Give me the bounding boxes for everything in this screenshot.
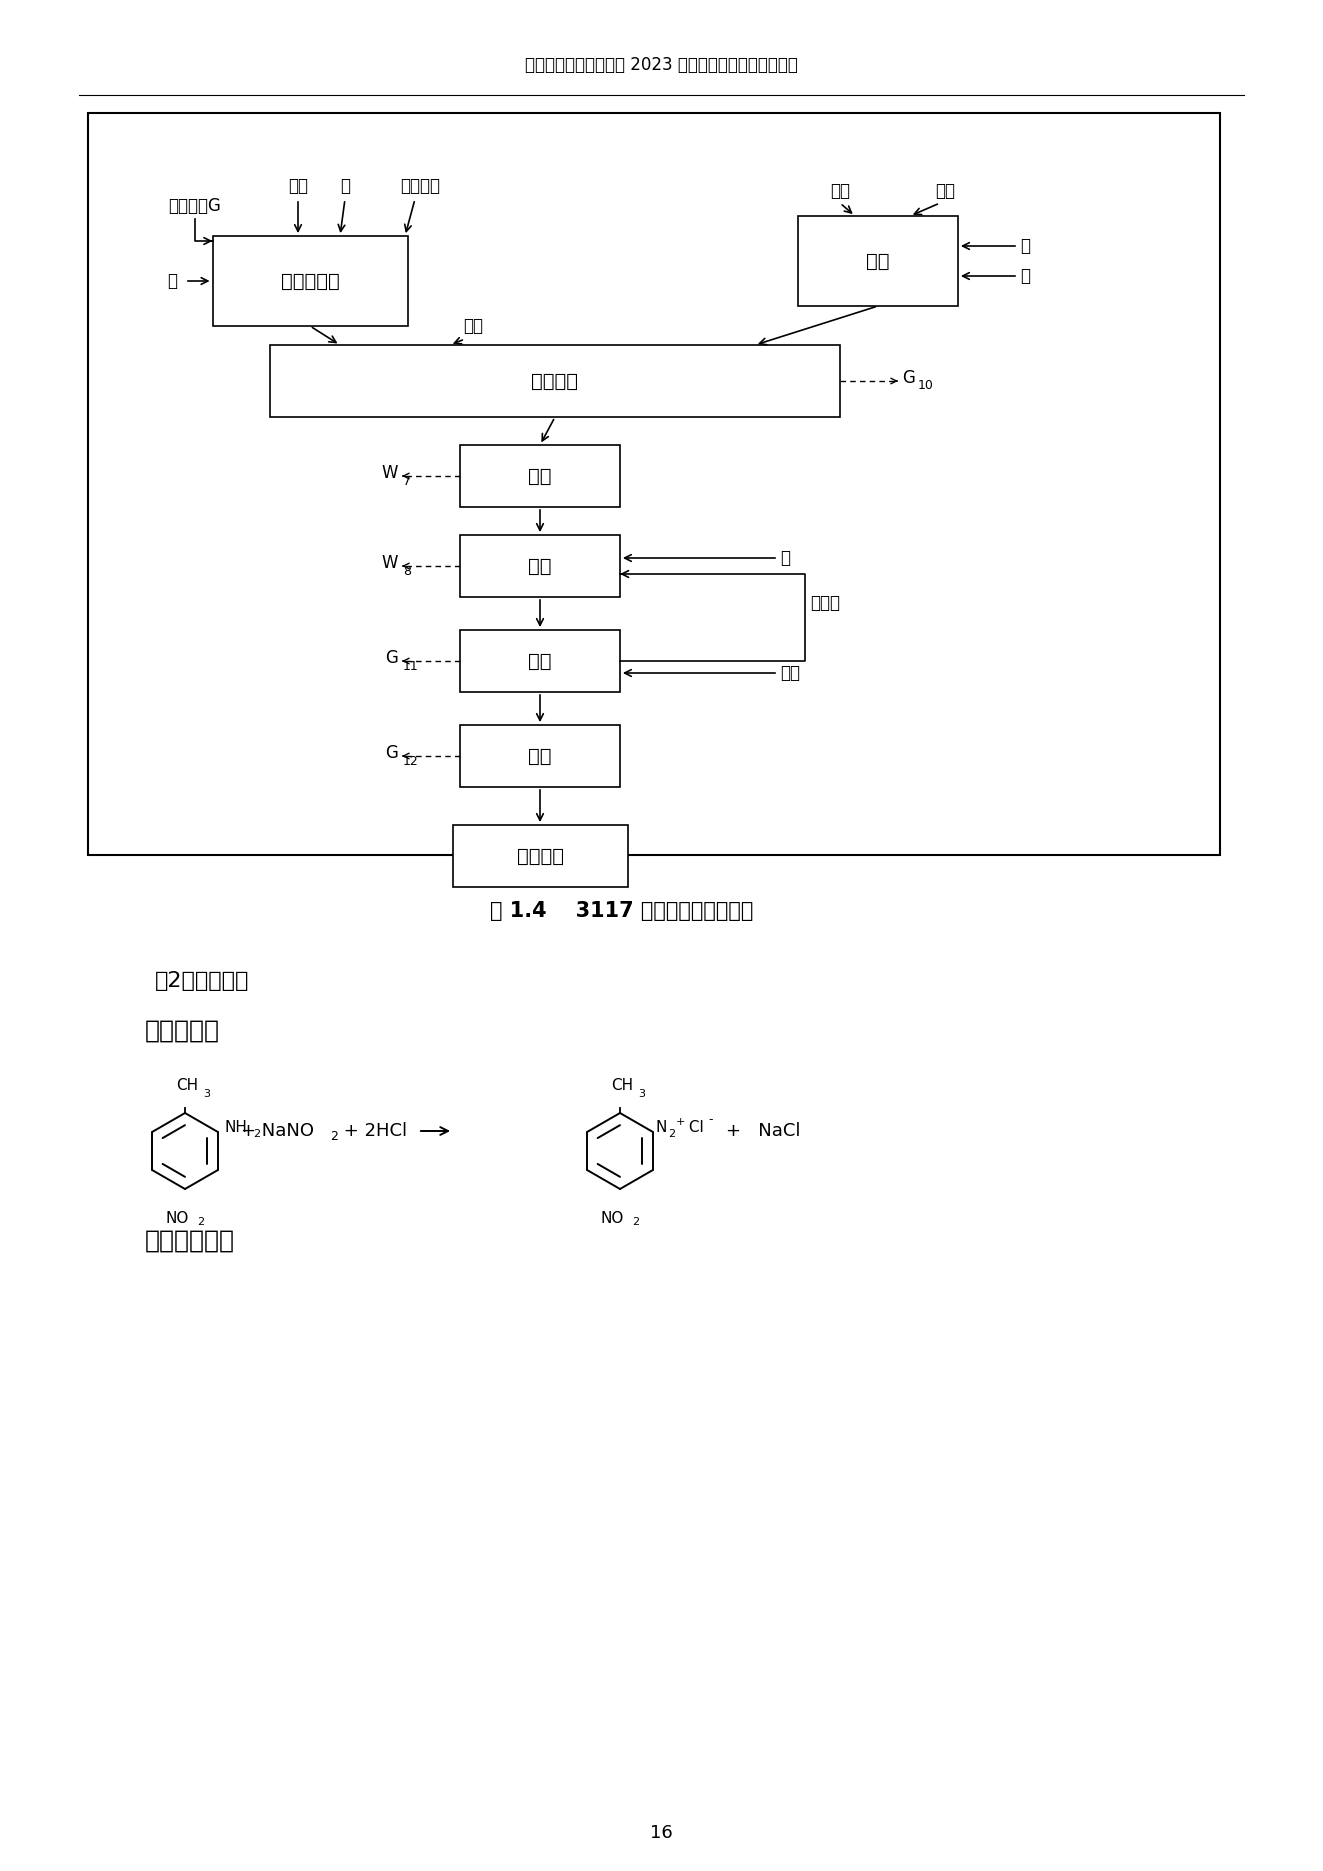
Bar xyxy=(460,724,620,788)
Text: 片碱: 片碱 xyxy=(935,181,955,200)
Text: 压滤: 压滤 xyxy=(528,466,552,485)
Text: 水: 水 xyxy=(340,178,351,195)
Text: 2: 2 xyxy=(197,1216,204,1227)
Bar xyxy=(798,215,958,307)
Text: 2: 2 xyxy=(329,1130,337,1143)
Text: 2: 2 xyxy=(668,1128,675,1139)
Bar xyxy=(89,112,1220,855)
Text: 重氮化反应: 重氮化反应 xyxy=(280,271,340,290)
Text: NO: NO xyxy=(165,1211,189,1226)
Text: 大红色基G: 大红色基G xyxy=(168,196,221,215)
Bar xyxy=(213,236,407,326)
Text: 重氮化反应: 重氮化反应 xyxy=(146,1020,220,1042)
Text: G: G xyxy=(385,745,398,761)
Text: 水: 水 xyxy=(1020,268,1031,284)
Bar xyxy=(270,344,840,417)
Text: 12: 12 xyxy=(404,754,419,767)
Text: 2: 2 xyxy=(253,1128,261,1139)
Text: 回收水: 回收水 xyxy=(810,593,840,612)
Text: 2: 2 xyxy=(632,1216,639,1227)
Text: + NaNO: + NaNO xyxy=(241,1123,314,1139)
Bar xyxy=(460,535,620,597)
Text: Cl: Cl xyxy=(684,1119,704,1134)
Text: 10: 10 xyxy=(918,378,934,391)
Text: 溶解: 溶解 xyxy=(867,251,890,271)
Text: +: + xyxy=(676,1117,685,1126)
Text: 3: 3 xyxy=(638,1089,646,1098)
Text: 水洗: 水洗 xyxy=(528,556,552,576)
Text: 水: 水 xyxy=(1020,238,1031,254)
Text: 粉碎: 粉碎 xyxy=(528,747,552,765)
Text: 盐酸: 盐酸 xyxy=(288,178,308,195)
Text: N: N xyxy=(656,1119,667,1134)
Text: NH: NH xyxy=(225,1119,247,1134)
Text: 蒸汽: 蒸汽 xyxy=(463,316,483,335)
Text: 3: 3 xyxy=(202,1089,210,1098)
Text: NO: NO xyxy=(601,1211,623,1226)
Text: 蒸汽: 蒸汽 xyxy=(781,664,800,683)
Text: 16: 16 xyxy=(650,1824,672,1843)
Text: + 2HCl: + 2HCl xyxy=(337,1123,407,1139)
Text: CH: CH xyxy=(176,1078,198,1093)
Text: G: G xyxy=(902,369,916,387)
Text: CH: CH xyxy=(611,1078,634,1093)
Text: W: W xyxy=(381,554,398,573)
Text: 偶合反应: 偶合反应 xyxy=(532,372,578,391)
Text: G: G xyxy=(385,649,398,666)
Bar xyxy=(460,445,620,507)
Text: （2）反应原理: （2）反应原理 xyxy=(155,971,249,992)
Text: 宇虹颜料股份有限公司 2023 年度温室气体排放核查报告: 宇虹颜料股份有限公司 2023 年度温室气体排放核查报告 xyxy=(524,56,798,75)
Text: 冰: 冰 xyxy=(167,271,177,290)
Text: W: W xyxy=(381,464,398,483)
Text: 11: 11 xyxy=(404,659,419,672)
Text: 亚硝酸钠: 亚硝酸钠 xyxy=(400,178,441,195)
Text: -: - xyxy=(708,1113,712,1126)
Text: 7: 7 xyxy=(404,475,411,488)
Text: 图 1.4    3117 亮红生产工艺流程图: 图 1.4 3117 亮红生产工艺流程图 xyxy=(490,902,753,921)
Text: 8: 8 xyxy=(404,565,411,578)
Text: 拼混成品: 拼混成品 xyxy=(516,846,564,866)
Text: 色酚: 色酚 xyxy=(830,181,849,200)
Text: 烘干: 烘干 xyxy=(528,651,552,670)
Text: +   NaCl: + NaCl xyxy=(726,1123,800,1139)
Text: 水: 水 xyxy=(781,548,790,567)
Bar xyxy=(452,825,627,887)
Bar xyxy=(460,631,620,692)
Text: 偶合组分溶解: 偶合组分溶解 xyxy=(146,1229,235,1254)
